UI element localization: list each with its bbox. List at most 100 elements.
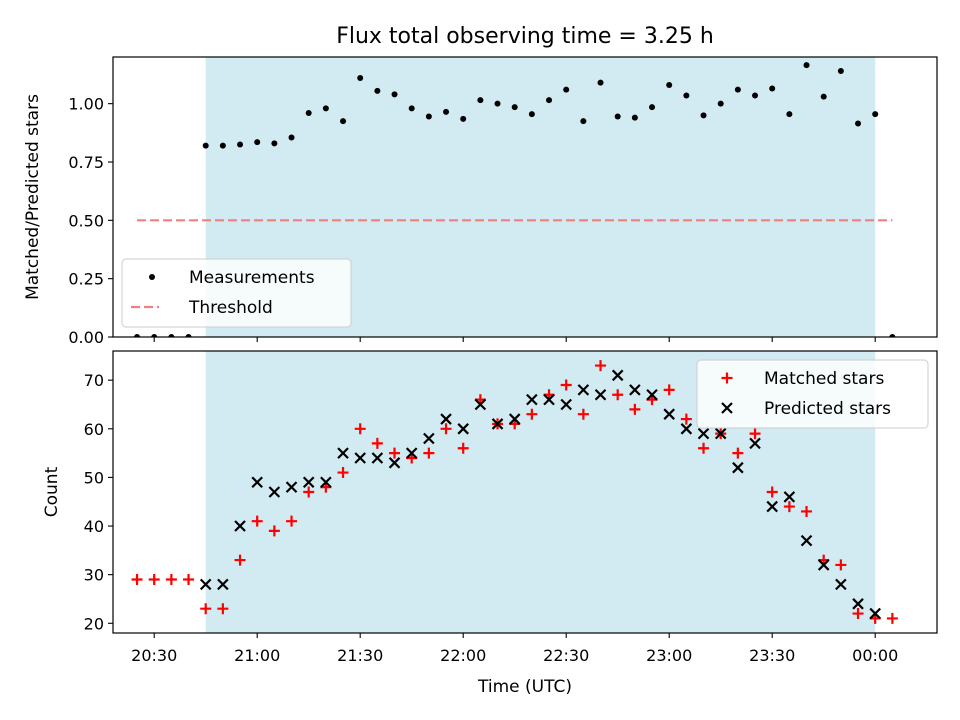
- measurements-point: [134, 334, 141, 337]
- predicted-stars-point: [732, 461, 744, 474]
- predicted-stars-point: [234, 520, 246, 532]
- matched-stars-point: [560, 379, 572, 391]
- predicted-stars-point: [800, 534, 813, 547]
- matched-stars-point: [801, 505, 813, 517]
- y-axis-label: Matched/Predicted stars: [23, 94, 43, 300]
- measurements-point: [837, 68, 844, 74]
- matched-stars-point: [663, 384, 675, 396]
- x-tick-label: 21:30: [337, 646, 383, 665]
- measurements-point: [408, 105, 415, 112]
- predicted-stars-point: [560, 398, 572, 411]
- measurements-point: [528, 111, 535, 118]
- predicted-stars-point: [680, 423, 693, 435]
- predicted-stars-point: [749, 437, 761, 450]
- predicted-stars-point: [526, 393, 538, 406]
- y-tick-label: 50: [84, 468, 104, 487]
- measurements-point: [803, 62, 810, 69]
- matched-stars-point: [749, 428, 761, 440]
- x-tick-label: 23:30: [749, 646, 795, 665]
- ratio-panel: 0.00 0.25 0.50 0.75 1.00 Matched/Predicted st…: [23, 56, 938, 347]
- predicted-stars-point: [268, 486, 281, 498]
- measurements-point: [494, 100, 501, 107]
- matched-stars-point: [337, 467, 349, 479]
- legend-swatch-predicted-stars: [721, 402, 733, 414]
- matched-stars-point: [835, 559, 847, 571]
- measurements-point: [563, 86, 570, 93]
- legend: Matched stars Predicted stars: [696, 359, 929, 429]
- measurements-point: [649, 104, 656, 111]
- legend-label-predicted-stars: Predicted stars: [764, 399, 891, 419]
- y-tick-label: 0.50: [68, 211, 104, 230]
- matched-stars-point: [886, 612, 898, 624]
- measurements-point: [391, 91, 398, 98]
- count-panel: 20 30 40 50 60 70 20:30 21:00 21:30 22:00 22:30 23:…: [42, 350, 938, 665]
- measurements-point: [734, 86, 741, 93]
- measurements-point: [614, 113, 621, 120]
- legend-swatch-matched-stars: [721, 372, 733, 384]
- predicted-stars-point: [251, 476, 263, 489]
- measurements-point: [322, 105, 329, 112]
- matched-stars-point: [629, 403, 641, 415]
- matched-stars-point: [251, 515, 263, 527]
- measurements-point: [752, 92, 759, 99]
- measurements-point: [305, 110, 312, 116]
- data-layer: [134, 62, 896, 337]
- matched-stars-point: [148, 574, 160, 586]
- measurements-point: [185, 334, 192, 337]
- measurements-point: [340, 118, 347, 125]
- measurements-point: [288, 134, 295, 141]
- x-tick-label: 23:00: [646, 646, 692, 665]
- measurements-point: [546, 97, 553, 104]
- predicted-stars-point: [217, 578, 229, 591]
- predicted-stars-point: [474, 398, 487, 411]
- predicted-stars-point: [663, 408, 675, 420]
- matched-stars-point: [732, 447, 744, 459]
- predicted-stars-point: [354, 452, 366, 464]
- measurements-point: [769, 85, 776, 92]
- legend-label-measurements: Measurements: [189, 268, 315, 288]
- predicted-stars-point: [646, 388, 658, 401]
- matched-stars-point: [234, 554, 246, 566]
- matched-stars-point: [766, 486, 778, 498]
- measurements-point: [477, 97, 484, 104]
- measurements-point: [872, 111, 879, 118]
- matched-stars-point: [612, 389, 624, 401]
- measurements-point: [219, 142, 226, 149]
- predicted-stars-point: [440, 413, 452, 425]
- matched-stars-point: [577, 408, 589, 420]
- measurements-point: [700, 112, 707, 119]
- measurements-point: [855, 120, 862, 127]
- matched-stars-point: [354, 423, 366, 435]
- x-tick-label: 21:00: [234, 646, 280, 665]
- matched-stars-point: [783, 501, 795, 513]
- predicted-stars-point: [629, 384, 641, 396]
- predicted-stars-point: [285, 481, 298, 493]
- x-tick-label: 20:30: [131, 646, 177, 665]
- y-tick-label: 0.25: [68, 270, 104, 289]
- predicted-stars-point: [543, 393, 555, 406]
- measurements-point: [683, 92, 690, 99]
- predicted-stars-point: [577, 384, 590, 396]
- x-tick-label: 00:00: [852, 646, 898, 665]
- y-tick-label: 0.00: [68, 328, 104, 347]
- measurements-point: [237, 141, 244, 148]
- measurements-point: [151, 334, 158, 337]
- matched-stars-point: [698, 442, 710, 454]
- legend-label-threshold: Threshold: [188, 298, 273, 318]
- measurements-point: [580, 118, 587, 125]
- matched-stars-point: [200, 603, 212, 615]
- predicted-stars-point: [199, 578, 212, 591]
- y-tick-label: 20: [84, 614, 104, 633]
- predicted-stars-point: [491, 418, 504, 430]
- matched-stars-point: [457, 442, 469, 454]
- predicted-stars-point: [783, 491, 796, 503]
- legend: Measurements Threshold: [121, 258, 352, 328]
- measurements-point: [374, 87, 381, 94]
- matched-stars-point: [303, 486, 315, 498]
- y-axis-label: Count: [42, 466, 62, 517]
- x-tick-label: 22:30: [543, 646, 589, 665]
- measurements-point: [666, 82, 673, 88]
- predicted-stars-point: [423, 432, 435, 445]
- measurements-point: [443, 108, 450, 115]
